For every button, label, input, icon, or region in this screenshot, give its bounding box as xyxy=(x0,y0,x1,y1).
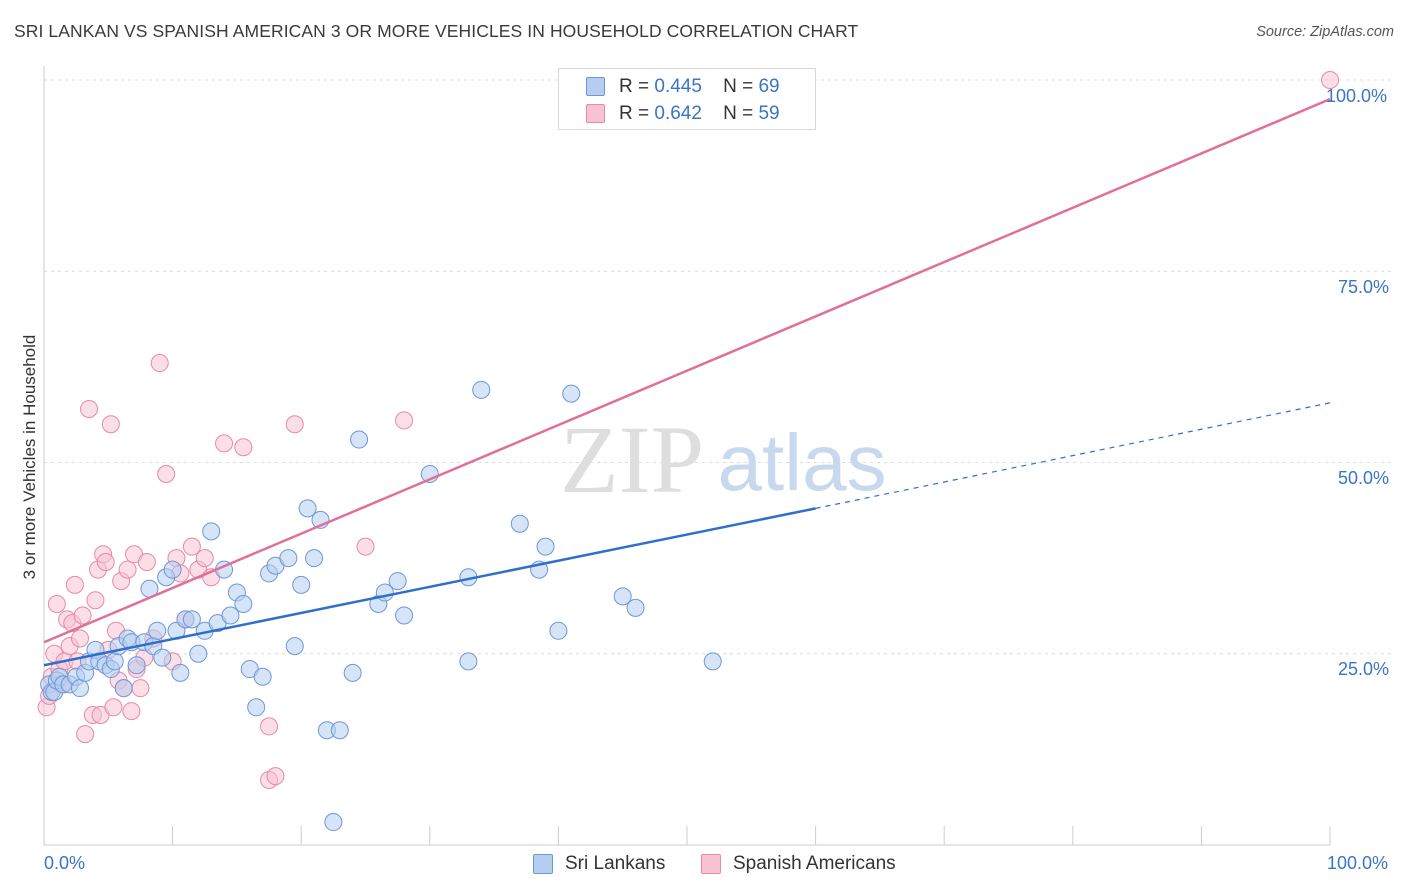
point-sri-lankans xyxy=(279,549,298,568)
point-spanish-americans xyxy=(80,399,99,418)
point-sri-lankans xyxy=(324,813,343,832)
point-spanish-americans xyxy=(118,560,137,579)
legend-swatch-spanish-americans xyxy=(586,104,605,123)
point-sri-lankans xyxy=(171,663,190,682)
point-sri-lankans xyxy=(613,587,632,606)
point-spanish-americans xyxy=(122,702,141,721)
point-sri-lankans xyxy=(105,652,124,671)
x-tick-min: 0.0% xyxy=(44,853,86,873)
point-sri-lankans xyxy=(536,537,555,556)
point-sri-lankans xyxy=(626,598,645,617)
legend-swatch-spanish-americans xyxy=(701,854,721,874)
trend-lines xyxy=(43,97,1331,667)
source-label: Source: ZipAtlas.com xyxy=(1256,24,1394,40)
point-spanish-americans xyxy=(260,717,279,736)
point-sri-lankans xyxy=(350,430,369,449)
point-sri-lankans xyxy=(127,656,146,675)
legend-r-label: R = xyxy=(619,103,650,124)
x-tick-max: 100.0% xyxy=(1327,853,1389,873)
legend-r-value: 0.642 xyxy=(654,103,702,124)
trend-line-sri-lankans xyxy=(43,507,816,667)
point-spanish-americans xyxy=(71,629,90,648)
point-spanish-americans xyxy=(131,679,150,698)
point-sri-lankans xyxy=(305,549,324,568)
point-sri-lankans xyxy=(395,606,414,625)
point-sri-lankans xyxy=(330,721,349,740)
point-sri-lankans xyxy=(343,663,362,682)
legend-n-value: 69 xyxy=(758,76,780,97)
point-sri-lankans xyxy=(114,679,133,698)
point-sri-lankans xyxy=(253,667,272,686)
point-spanish-americans xyxy=(137,552,156,571)
stats-legend: R = 0.445 N = 69 R = 0.642 N = 59 xyxy=(558,68,816,130)
point-spanish-americans xyxy=(395,411,414,430)
legend-n-value: 59 xyxy=(758,103,780,124)
legend-swatch-sri-lankans xyxy=(533,854,553,874)
point-sri-lankans xyxy=(148,621,167,640)
point-sri-lankans xyxy=(549,621,568,640)
point-sri-lankans xyxy=(285,637,304,656)
point-sri-lankans xyxy=(221,606,240,625)
legend-r-label: R = xyxy=(619,76,650,97)
point-sri-lankans xyxy=(153,648,172,667)
chart-title: SRI LANKAN VS SPANISH AMERICAN 3 OR MORE… xyxy=(14,21,859,41)
point-sri-lankans xyxy=(459,652,478,671)
point-sri-lankans xyxy=(234,595,253,614)
point-spanish-americans xyxy=(195,549,214,568)
trend-line-sri-lankans-extrapolated xyxy=(815,402,1331,509)
point-spanish-americans xyxy=(356,537,375,556)
point-spanish-americans xyxy=(150,354,169,373)
legend-r-value: 0.445 xyxy=(654,76,702,97)
y-tick-75: 75.0% xyxy=(1338,277,1390,297)
point-spanish-americans xyxy=(47,595,66,614)
trend-line-spanish-americans xyxy=(43,97,1331,644)
legend-label-spanish-americans: Spanish Americans xyxy=(733,853,896,874)
point-sri-lankans xyxy=(202,522,221,541)
point-sri-lankans xyxy=(292,575,311,594)
legend-n-label: N = xyxy=(723,103,754,124)
point-spanish-americans xyxy=(285,415,304,434)
point-spanish-americans xyxy=(96,552,115,571)
point-sri-lankans xyxy=(71,679,90,698)
point-spanish-americans xyxy=(76,725,95,744)
point-sri-lankans xyxy=(510,514,529,533)
watermark-atlas: atlas xyxy=(718,418,887,507)
point-spanish-americans xyxy=(234,438,253,457)
watermark-zip: ZIP xyxy=(560,406,704,513)
legend-n-label: N = xyxy=(723,76,754,97)
point-sri-lankans xyxy=(182,610,201,629)
point-spanish-americans xyxy=(73,606,92,625)
legend-swatch-sri-lankans xyxy=(586,77,605,96)
legend-label-sri-lankans: Sri Lankans xyxy=(565,853,666,874)
point-sri-lankans xyxy=(298,499,317,518)
point-spanish-americans xyxy=(86,591,105,610)
watermark: ZIP atlas xyxy=(560,406,886,513)
point-spanish-americans xyxy=(215,434,234,453)
point-spanish-americans xyxy=(101,415,120,434)
point-spanish-americans xyxy=(1321,71,1339,89)
point-spanish-americans xyxy=(65,575,84,594)
series-legend: Sri Lankans Spanish Americans xyxy=(0,852,1406,878)
point-spanish-americans xyxy=(182,537,201,556)
point-sri-lankans xyxy=(388,572,407,591)
point-sri-lankans xyxy=(703,652,722,671)
point-sri-lankans xyxy=(247,698,266,717)
point-sri-lankans xyxy=(472,380,491,399)
point-sri-lankans xyxy=(562,384,581,403)
y-tick-25: 25.0% xyxy=(1338,659,1390,679)
point-sri-lankans xyxy=(189,644,208,663)
point-spanish-americans xyxy=(157,464,176,483)
point-spanish-americans xyxy=(104,698,123,717)
grid-lines xyxy=(44,79,1394,655)
y-tick-50: 50.0% xyxy=(1338,468,1390,488)
point-sri-lankans xyxy=(163,560,182,579)
y-tick-100: 100.0% xyxy=(1326,86,1388,106)
point-spanish-americans xyxy=(266,767,285,786)
